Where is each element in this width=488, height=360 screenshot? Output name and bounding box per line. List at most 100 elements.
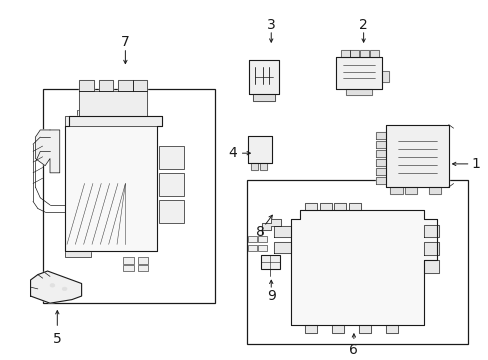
Polygon shape: [331, 325, 344, 333]
Polygon shape: [375, 159, 385, 166]
Polygon shape: [319, 203, 331, 210]
Text: 1: 1: [470, 157, 479, 171]
Polygon shape: [305, 203, 316, 210]
Polygon shape: [375, 132, 385, 139]
Bar: [77, 110, 108, 137]
Bar: [113, 143, 144, 169]
Bar: [300, 239, 331, 262]
Bar: [363, 278, 387, 292]
Bar: [300, 298, 324, 312]
Polygon shape: [375, 150, 385, 157]
Polygon shape: [360, 50, 368, 57]
Bar: [254, 155, 261, 159]
Polygon shape: [64, 116, 162, 251]
Polygon shape: [290, 210, 436, 325]
Polygon shape: [348, 203, 360, 210]
Bar: [252, 142, 267, 154]
Bar: [42, 89, 215, 303]
Text: 9: 9: [266, 289, 275, 303]
Bar: [137, 265, 148, 271]
Bar: [394, 135, 438, 176]
Bar: [331, 278, 356, 292]
Polygon shape: [248, 136, 271, 163]
Text: 6: 6: [349, 343, 358, 357]
Bar: [246, 180, 467, 344]
Bar: [248, 236, 257, 243]
Polygon shape: [273, 226, 290, 237]
Circle shape: [62, 287, 67, 291]
Polygon shape: [340, 50, 349, 57]
Bar: [112, 212, 125, 226]
Polygon shape: [273, 243, 290, 253]
Polygon shape: [424, 243, 438, 255]
Polygon shape: [369, 50, 378, 57]
Polygon shape: [249, 60, 278, 94]
Bar: [339, 239, 370, 262]
Bar: [252, 64, 275, 89]
Bar: [67, 184, 125, 244]
Polygon shape: [118, 80, 132, 91]
Polygon shape: [385, 325, 397, 333]
Bar: [159, 199, 183, 223]
Polygon shape: [334, 203, 346, 210]
Polygon shape: [358, 325, 370, 333]
Bar: [130, 199, 154, 223]
Bar: [159, 173, 183, 196]
Bar: [94, 230, 107, 244]
Bar: [253, 148, 259, 153]
Bar: [130, 212, 144, 226]
Polygon shape: [64, 91, 162, 126]
Bar: [300, 210, 331, 234]
Bar: [137, 257, 148, 264]
Bar: [300, 278, 324, 292]
Text: 3: 3: [266, 18, 275, 32]
Polygon shape: [424, 260, 438, 273]
Bar: [258, 245, 266, 251]
Polygon shape: [350, 50, 359, 57]
Bar: [77, 119, 144, 162]
Bar: [64, 243, 91, 257]
Polygon shape: [381, 71, 388, 82]
Bar: [112, 230, 125, 244]
Bar: [122, 265, 133, 271]
Polygon shape: [335, 57, 381, 89]
Polygon shape: [375, 141, 385, 148]
Bar: [130, 173, 154, 196]
Bar: [260, 255, 280, 269]
Bar: [80, 130, 107, 155]
Polygon shape: [385, 125, 448, 187]
Polygon shape: [375, 168, 385, 175]
Bar: [130, 230, 144, 244]
Polygon shape: [79, 80, 94, 91]
Polygon shape: [375, 177, 385, 184]
Polygon shape: [99, 80, 113, 91]
Bar: [113, 110, 144, 137]
Polygon shape: [251, 163, 258, 170]
Bar: [122, 257, 133, 264]
Text: 8: 8: [255, 225, 264, 239]
Polygon shape: [35, 130, 60, 173]
Polygon shape: [404, 187, 416, 194]
Bar: [108, 130, 135, 155]
Bar: [130, 146, 154, 169]
Bar: [340, 64, 376, 82]
Polygon shape: [253, 94, 274, 101]
Polygon shape: [424, 225, 438, 237]
Bar: [159, 146, 183, 169]
Circle shape: [50, 284, 55, 287]
Text: 7: 7: [121, 36, 129, 49]
Text: 2: 2: [359, 18, 367, 32]
Bar: [77, 143, 108, 169]
Bar: [248, 245, 257, 251]
Bar: [339, 210, 370, 234]
Bar: [258, 236, 266, 243]
Polygon shape: [305, 325, 317, 333]
Polygon shape: [30, 271, 81, 303]
Polygon shape: [389, 187, 402, 194]
Bar: [377, 210, 409, 234]
Polygon shape: [345, 89, 372, 95]
Bar: [331, 298, 356, 312]
Polygon shape: [428, 187, 441, 194]
Bar: [363, 298, 387, 312]
Bar: [94, 212, 107, 226]
